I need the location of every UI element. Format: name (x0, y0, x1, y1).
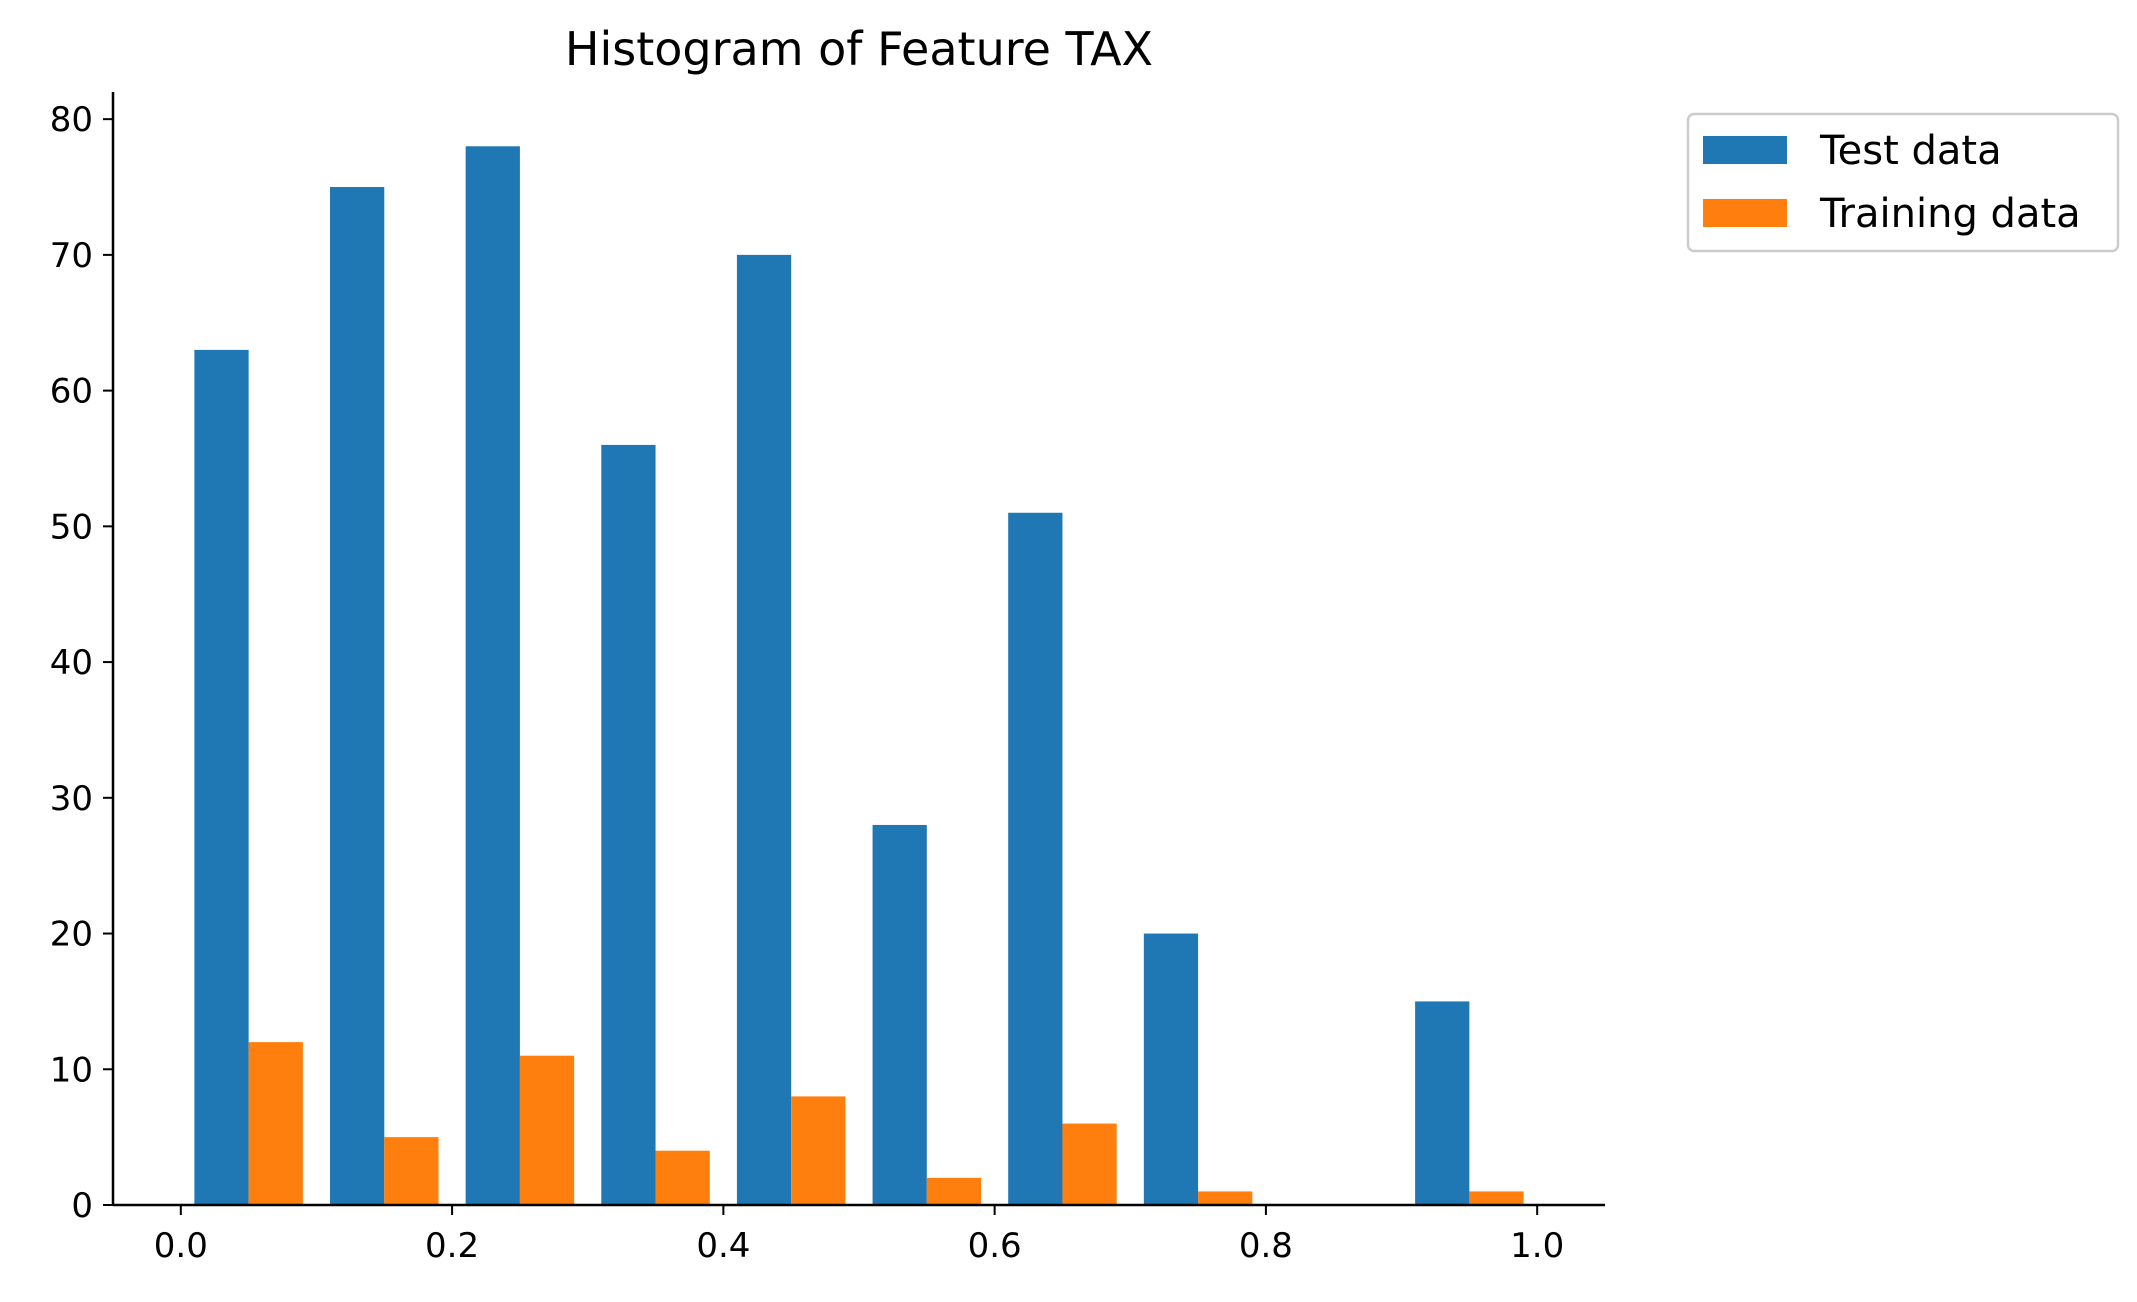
legend-swatch-training-data (1703, 199, 1787, 227)
x-tick-label: 0.4 (696, 1226, 750, 1266)
axes-group: 0 10 20 30 40 50 60 70 80 0.0 0.2 0.4 0.6 0.8 1.0 (50, 92, 1605, 1266)
bar-training-data-5 (926, 1177, 982, 1205)
bar-training-data-6 (1062, 1123, 1117, 1205)
bars-group (194, 146, 1524, 1205)
legend-label-test-data: Test data (1819, 128, 2002, 174)
y-tick-label: 70 (50, 236, 93, 276)
x-tick-label: 0.8 (1239, 1226, 1293, 1266)
y-tick-label: 60 (50, 372, 93, 412)
y-tick-label: 20 (50, 915, 93, 955)
bar-training-data-4 (791, 1096, 846, 1205)
y-tick-label: 30 (50, 779, 93, 819)
legend-frame (1686, 112, 2120, 253)
x-tick-label: 0.0 (154, 1226, 208, 1266)
bar-test-data-1 (330, 187, 385, 1205)
y-tick-label: 50 (50, 507, 93, 547)
bar-test-data-2 (465, 146, 520, 1205)
bar-test-data-0 (194, 349, 249, 1205)
y-tick-label: 80 (50, 100, 93, 140)
x-tick-label: 0.2 (425, 1226, 479, 1266)
x-tick-label: 0.6 (968, 1226, 1022, 1266)
y-tick-label: 0 (71, 1186, 93, 1226)
bar-test-data-6 (1008, 512, 1063, 1205)
bar-test-data-5 (872, 824, 927, 1205)
bar-training-data-1 (384, 1137, 439, 1205)
legend-label-training-data: Training data (1819, 191, 2081, 237)
x-tick-label: 1.0 (1510, 1226, 1564, 1266)
y-tick-label: 10 (50, 1050, 93, 1090)
bar-training-data-7 (1198, 1191, 1253, 1205)
legend-swatch-test-data (1703, 136, 1787, 164)
bar-training-data-3 (655, 1150, 710, 1205)
y-tick-label: 40 (50, 643, 93, 683)
bar-training-data-9 (1469, 1191, 1524, 1205)
bar-test-data-3 (601, 444, 656, 1205)
bar-test-data-9 (1415, 1001, 1470, 1205)
legend: Test data Training data (1686, 112, 2120, 253)
chart-title: Histogram of Feature TAX (565, 22, 1153, 76)
bar-test-data-7 (1143, 933, 1199, 1205)
bar-test-data-4 (736, 254, 792, 1205)
bar-training-data-0 (248, 1042, 303, 1205)
bar-training-data-2 (519, 1055, 575, 1205)
